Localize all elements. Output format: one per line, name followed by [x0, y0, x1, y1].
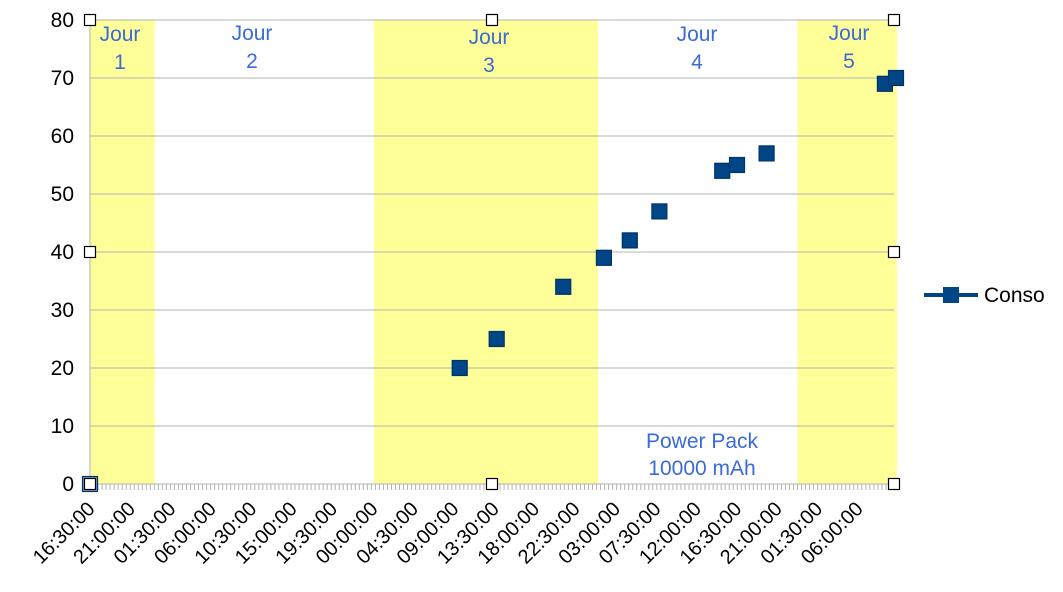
y-tick-label-70: 70	[51, 67, 74, 90]
selection-handle[interactable]	[887, 245, 901, 259]
selection-handle[interactable]	[83, 13, 97, 27]
data-point	[758, 145, 775, 162]
legend-label-conso: Conso	[984, 284, 1045, 307]
band-label-number-4: 4	[691, 51, 703, 74]
selection-handle[interactable]	[887, 13, 901, 27]
band-label-number-5: 5	[843, 50, 855, 73]
selection-handle[interactable]	[887, 477, 901, 491]
data-point	[621, 232, 638, 249]
y-tick-label-30: 30	[51, 299, 74, 322]
y-tick-label-20: 20	[51, 357, 74, 380]
band-label-jour-5: Jour	[829, 22, 870, 45]
band-label-jour-4: Jour	[677, 23, 718, 46]
selection-handles[interactable]	[83, 13, 901, 491]
band-label-jour-2: Jour	[232, 22, 273, 45]
band-label-jour-3: Jour	[469, 26, 510, 49]
annotation-line-1: Power Pack	[646, 430, 759, 453]
band-label-number-3: 3	[483, 54, 495, 77]
data-point	[555, 278, 572, 295]
data-point	[728, 156, 746, 174]
y-tick-label-80: 80	[51, 9, 74, 32]
data-point	[714, 162, 731, 179]
selection-handle[interactable]	[485, 13, 499, 27]
band-label-jour-1: Jour	[100, 23, 141, 46]
y-tick-label-50: 50	[51, 183, 74, 206]
band-label-number-1: 1	[114, 51, 126, 74]
annotation-line-2: 10000 mAh	[648, 457, 755, 480]
y-tick-label-40: 40	[51, 241, 74, 264]
data-point	[651, 203, 668, 220]
data-point	[887, 69, 905, 87]
selection-handle[interactable]	[485, 477, 499, 491]
data-point	[451, 359, 468, 377]
band-label-number-2: 2	[246, 50, 258, 73]
data-point	[488, 330, 505, 348]
selection-handle[interactable]	[83, 477, 97, 491]
legend: Conso	[924, 284, 1045, 307]
band-labels: Jour 1 Jour 2 Jour 3 Jour 4 Jour 5 Power Pack 10000…	[100, 22, 870, 480]
y-tick-label-10: 10	[51, 415, 74, 438]
y-tick-label-60: 60	[51, 125, 74, 148]
selection-handle[interactable]	[83, 245, 97, 259]
legend-marker-conso	[943, 287, 959, 303]
y-tick-label-0: 0	[62, 473, 74, 496]
data-point	[595, 249, 613, 266]
